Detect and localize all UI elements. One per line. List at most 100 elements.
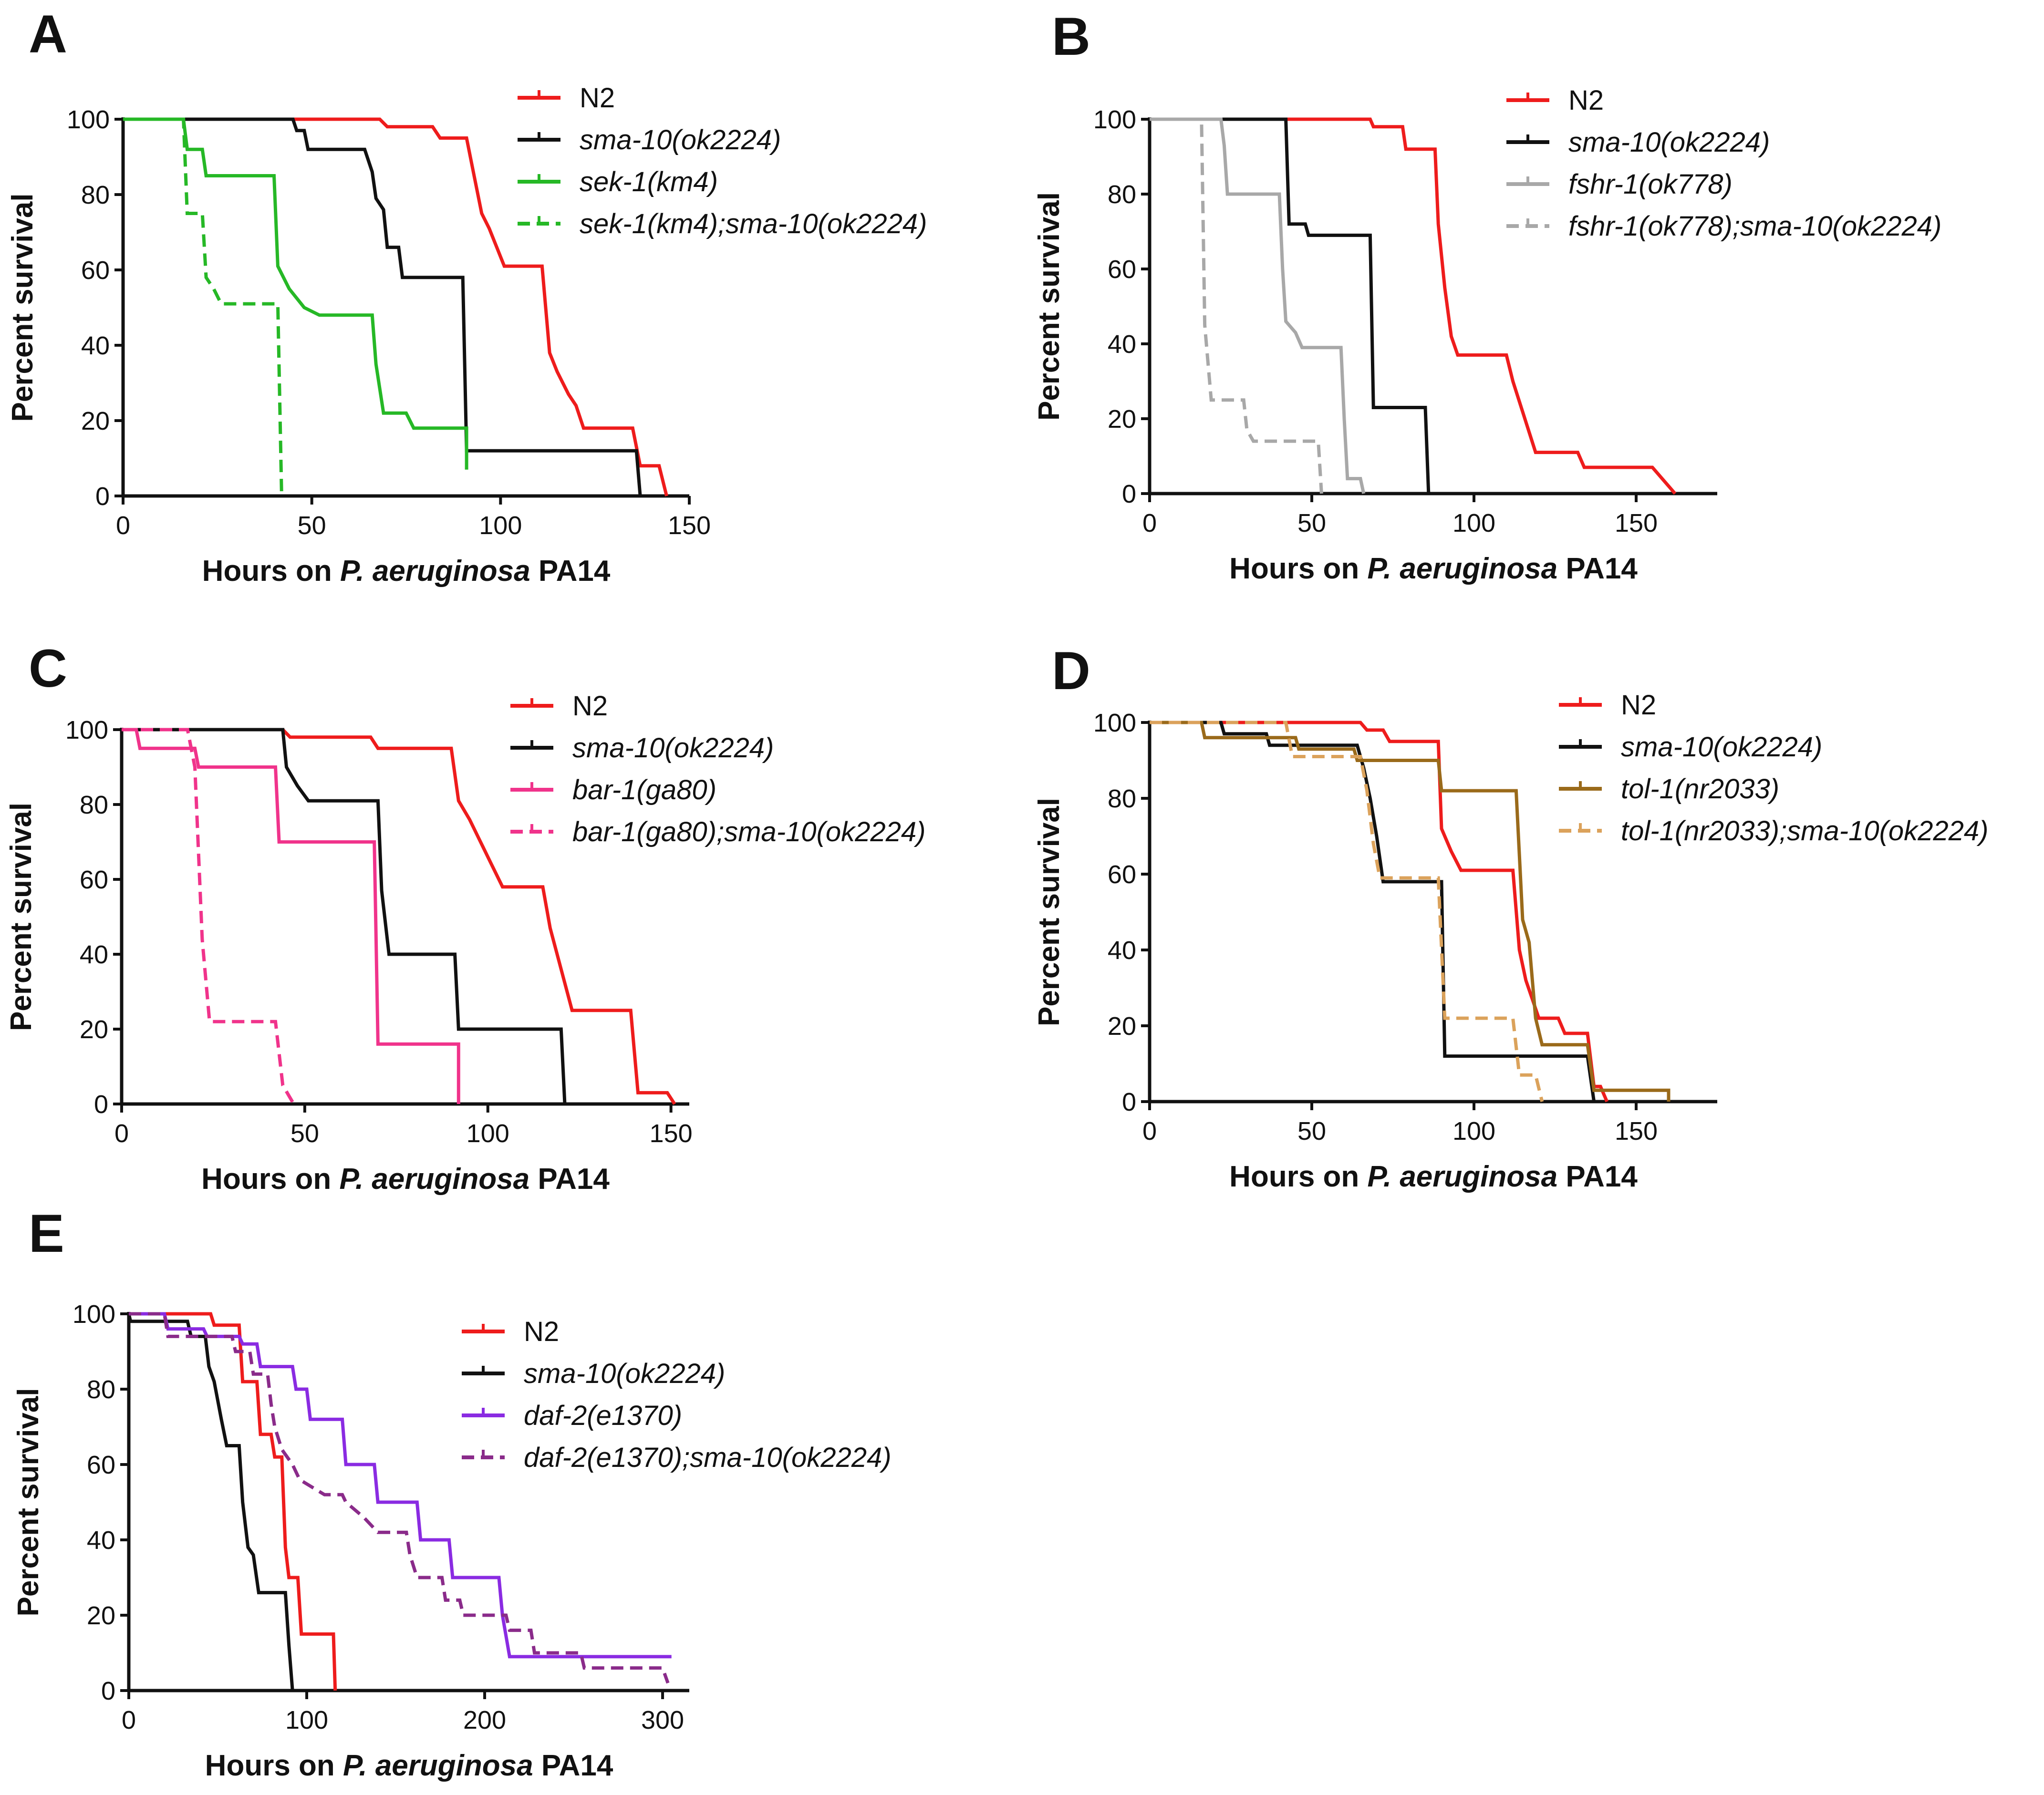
series-line-sek-1(km4): [123, 117, 468, 470]
y-tick-label: 20: [1108, 1012, 1136, 1041]
panel-D: D 0 20 40 60 80 100 0 50 100 150 Hours on P. aerugi…: [1033, 641, 1988, 1193]
legend-label: tol-1(nr2033): [1621, 774, 1779, 805]
series-line-N2: [123, 117, 668, 496]
x-axis-label-species: P. aeruginosa: [343, 1749, 533, 1782]
y-tick-label: 0: [95, 482, 110, 511]
y-tick-label: 40: [1108, 330, 1136, 359]
x-axis-label-species: P. aeruginosa: [1368, 1160, 1558, 1193]
legend-label: N2: [1568, 85, 1604, 116]
legend-label: N2: [1621, 690, 1656, 721]
y-tick-label: 60: [80, 866, 108, 894]
y-tick-label: 80: [80, 791, 108, 819]
x-tick-label: 0: [116, 511, 130, 540]
series-line-daf-2(e1370);sma-10(ok2224): [129, 1312, 670, 1684]
series-line-fshr-1(ok778): [1150, 117, 1366, 494]
series-line-bar-1(ga80);sma-10(ok2224): [122, 728, 295, 1105]
x-tick-label: 100: [479, 511, 522, 540]
series-line-bar-1(ga80): [122, 728, 460, 1104]
y-tick-label: 20: [80, 1015, 108, 1044]
x-tick-label: 0: [1142, 509, 1157, 537]
y-tick-label: 40: [80, 940, 108, 969]
x-tick-label: 100: [1453, 1117, 1495, 1145]
series-line-N2: [129, 1312, 337, 1691]
x-axis-label-part: PA14: [530, 555, 611, 588]
legend-label: daf-2(e1370);sma-10(ok2224): [524, 1442, 892, 1473]
series-line-tol-1(nr2033): [1150, 721, 1670, 1102]
y-tick-label: 0: [94, 1090, 108, 1119]
y-tick-label: 100: [1093, 105, 1136, 134]
x-axis-label-species: P. aeruginosa: [1368, 552, 1558, 585]
x-tick-label: 0: [122, 1706, 136, 1734]
x-axis-label-part: PA14: [1557, 552, 1638, 585]
series-line-tol-1(nr2033);sma-10(ok2224): [1150, 721, 1544, 1102]
panel-letter: A: [29, 4, 67, 64]
series-line-sma-10(ok2224): [123, 117, 642, 496]
series-line-N2: [1150, 117, 1677, 495]
x-axis-label: Hours on P. aeruginosa PA14: [1229, 552, 1638, 585]
legend-label: sma-10(ok2224): [580, 124, 781, 155]
legend-label: daf-2(e1370): [524, 1400, 682, 1431]
x-tick-label: 150: [668, 511, 711, 540]
x-tick-label: 100: [285, 1706, 328, 1734]
x-axis-label-part: PA14: [1557, 1160, 1638, 1193]
series-line-N2: [1150, 721, 1609, 1103]
y-tick-label: 0: [1122, 1088, 1136, 1116]
legend-label: fshr-1(ok778): [1568, 169, 1733, 200]
panel-letter: B: [1052, 7, 1090, 66]
y-tick-label: 40: [81, 331, 110, 360]
y-axis-label: Percent survival: [5, 803, 38, 1031]
panel-C: C 0 20 40 60 80 100 0 50 100 150 Hours on P. aerugi…: [5, 639, 925, 1196]
x-axis-label-part: Hours on: [1229, 552, 1367, 585]
legend-label: fshr-1(ok778);sma-10(ok2224): [1568, 211, 1941, 242]
y-tick-label: 0: [1122, 480, 1136, 508]
legend-label: tol-1(nr2033);sma-10(ok2224): [1621, 815, 1988, 846]
y-tick-label: 0: [101, 1677, 115, 1705]
y-tick-label: 60: [81, 256, 110, 285]
series-line-fshr-1(ok778);sma-10(ok2224): [1150, 117, 1323, 494]
x-axis-label-part: PA14: [529, 1163, 610, 1196]
legend-label: N2: [580, 83, 615, 113]
y-tick-label: 100: [73, 1300, 115, 1329]
y-tick-label: 20: [81, 407, 110, 435]
x-axis-label-species: P. aeruginosa: [340, 1163, 530, 1196]
y-tick-label: 80: [81, 181, 110, 209]
y-tick-label: 100: [67, 105, 110, 134]
series-line-sma-10(ok2224): [1150, 117, 1431, 494]
series-line-N2: [122, 728, 676, 1105]
x-tick-label: 200: [463, 1706, 506, 1734]
panel-letter: E: [29, 1204, 64, 1263]
panel-E: E 0 20 40 60 80 100 0 100 200 300 Hours on P. aerug…: [12, 1204, 892, 1782]
legend-label: bar-1(ga80);sma-10(ok2224): [572, 816, 925, 847]
x-tick-label: 0: [1142, 1117, 1157, 1145]
x-tick-label: 50: [1297, 1117, 1326, 1145]
y-axis-label: Percent survival: [1033, 192, 1066, 421]
y-tick-label: 80: [87, 1375, 115, 1404]
x-tick-label: 300: [641, 1706, 684, 1734]
y-tick-label: 100: [1093, 709, 1136, 737]
series-line-sma-10(ok2224): [127, 1313, 294, 1691]
x-axis-label-part: Hours on: [1229, 1160, 1367, 1193]
series-line-sma-10(ok2224): [1150, 721, 1596, 1102]
panel-A: A 0 20 40 60 80 100 0 50 100 150 Hours on P. aerugi…: [6, 4, 927, 588]
legend-label: N2: [524, 1316, 559, 1347]
x-axis-label-part: PA14: [533, 1749, 613, 1782]
legend-label: N2: [572, 691, 608, 722]
x-axis-label: Hours on P. aeruginosa PA14: [201, 1163, 610, 1196]
panel-letter: D: [1052, 641, 1090, 701]
legend-label: bar-1(ga80): [572, 774, 716, 805]
x-tick-label: 150: [1615, 509, 1658, 537]
legend-label: sek-1(km4);sma-10(ok2224): [580, 208, 927, 239]
x-tick-label: 0: [114, 1119, 129, 1148]
x-axis-label-part: Hours on: [205, 1749, 343, 1782]
x-tick-label: 100: [467, 1119, 509, 1148]
y-tick-label: 20: [87, 1601, 115, 1630]
panel-letter: C: [29, 639, 67, 698]
x-tick-label: 100: [1453, 509, 1495, 537]
x-axis-label-part: Hours on: [202, 555, 340, 588]
legend-label: sma-10(ok2224): [1621, 732, 1822, 763]
series-line-sma-10(ok2224): [122, 728, 567, 1104]
y-tick-label: 40: [1108, 936, 1136, 965]
x-tick-label: 50: [291, 1119, 319, 1148]
panel-B: B 0 20 40 60 80 100 0 50 100 150 Hours on P. aerugi…: [1033, 7, 1941, 585]
